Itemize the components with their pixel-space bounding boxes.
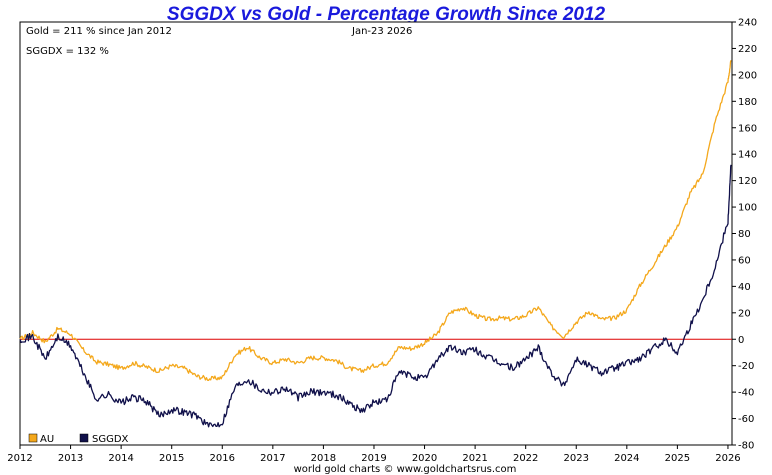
y-tick-label: 60 xyxy=(738,255,751,266)
credit-text: world gold charts © www.goldchartsrus.co… xyxy=(294,464,517,475)
x-tick-label: 2018 xyxy=(311,453,336,464)
y-tick-label: 160 xyxy=(738,123,757,134)
x-tick-label: 2012 xyxy=(7,453,32,464)
y-tick-label: -20 xyxy=(738,361,754,372)
x-tick-label: 2023 xyxy=(564,453,589,464)
series-line-sggdx xyxy=(19,164,732,428)
x-axis: 2012 2013 2014 2015 2016 2017 2018 2019 2020 2021… xyxy=(7,445,741,464)
x-tick-label: 2014 xyxy=(108,453,133,464)
y-tick-label: 40 xyxy=(738,282,751,293)
plot-area xyxy=(19,21,733,446)
x-tick-label: 2020 xyxy=(412,453,437,464)
y-tick-label: 0 xyxy=(738,335,744,346)
chart-title: SGGDX vs Gold - Percentage Growth Since … xyxy=(167,4,606,25)
series-line-au xyxy=(19,60,732,381)
x-tick-label: 2013 xyxy=(58,453,83,464)
x-tick-label: 2026 xyxy=(715,453,740,464)
x-tick-label: 2022 xyxy=(513,453,538,464)
y-tick-label: 140 xyxy=(738,150,757,161)
gold-growth-annotation: Gold = 211 % since Jan 2012 xyxy=(26,26,172,37)
x-tick-label: 2025 xyxy=(665,453,690,464)
date-annotation: Jan-23 2026 xyxy=(351,26,412,37)
y-tick-label: -80 xyxy=(738,441,754,452)
x-tick-label: 2021 xyxy=(462,453,487,464)
x-tick-label: 2019 xyxy=(361,453,386,464)
legend-swatch-sggdx xyxy=(79,433,89,443)
y-tick-label: -60 xyxy=(738,414,754,425)
y-tick-label: -40 xyxy=(738,388,754,399)
legend-label-au: AU xyxy=(40,434,54,445)
y-axis: -80 -60 -40 -20 0 20 40 60 80 100 120 140 160 180 200 2… xyxy=(732,18,757,452)
sggdx-growth-annotation: SGGDX = 132 % xyxy=(26,46,109,57)
x-tick-label: 2017 xyxy=(260,453,285,464)
y-tick-label: 180 xyxy=(738,97,757,108)
x-tick-label: 2015 xyxy=(159,453,184,464)
y-tick-label: 120 xyxy=(738,176,757,187)
legend-swatch-au xyxy=(28,433,38,443)
legend-label-sggdx: SGGDX xyxy=(92,434,129,445)
y-tick-label: 200 xyxy=(738,70,757,81)
y-tick-label: 220 xyxy=(738,44,757,55)
x-tick-label: 2016 xyxy=(210,453,235,464)
y-tick-label: 80 xyxy=(738,229,751,240)
legend: AU SGGDX xyxy=(28,433,129,445)
y-tick-label: 20 xyxy=(738,308,751,319)
y-tick-label: 100 xyxy=(738,203,757,214)
x-tick-label: 2024 xyxy=(614,453,639,464)
y-tick-label: 240 xyxy=(738,18,757,29)
